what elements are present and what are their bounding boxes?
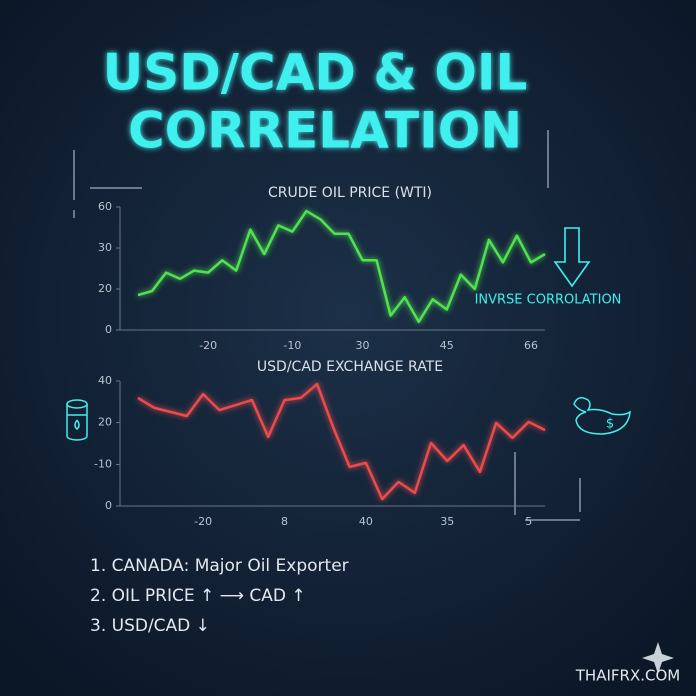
- svg-text:$: $: [606, 417, 614, 432]
- x-tick-label: -10: [283, 339, 301, 352]
- note: 3. USD/CAD ↓: [90, 616, 210, 636]
- main-title: CORRELATION: [128, 102, 522, 160]
- x-tick-label: -20: [194, 515, 212, 528]
- duck-icon: $: [573, 397, 631, 435]
- chart-title: CRUDE OIL PRICE (WTI): [268, 185, 432, 201]
- x-tick-label: 30: [356, 339, 370, 352]
- y-tick-label: 20: [98, 282, 112, 295]
- x-tick-label: 35: [440, 515, 454, 528]
- y-tick-label: -10: [94, 457, 112, 470]
- oil-barrel-icon: [66, 399, 88, 441]
- sparkle-icon: [642, 642, 674, 674]
- x-tick-label: 5: [525, 515, 532, 528]
- y-tick-label: 20: [98, 416, 112, 429]
- x-tick-label: 45: [440, 339, 454, 352]
- main-title: USD/CAD & OIL: [103, 44, 528, 102]
- data-line: [137, 209, 546, 324]
- data-line: [137, 382, 546, 501]
- note: 1. CANADA: Major Oil Exporter: [90, 556, 349, 576]
- x-tick-label: 40: [359, 515, 373, 528]
- y-tick-label: 0: [105, 499, 112, 512]
- annotation: INVRSE CORROLATION: [475, 293, 622, 308]
- y-tick-label: 40: [98, 374, 112, 387]
- chart-title: USD/CAD EXCHANGE RATE: [257, 359, 443, 375]
- y-tick-label: 60: [98, 200, 112, 213]
- footer: THAIFRX.COM: [575, 667, 680, 685]
- x-tick-label: 8: [281, 515, 288, 528]
- note: 2. OIL PRICE ↑ ⟶ CAD ↑: [90, 586, 306, 606]
- decorations: [73, 130, 581, 521]
- x-tick-label: -20: [199, 339, 217, 352]
- down-arrow-icon: [553, 227, 591, 288]
- y-tick-label: 0: [105, 323, 112, 336]
- y-tick-label: 30: [98, 241, 112, 254]
- x-tick-label: 66: [524, 339, 538, 352]
